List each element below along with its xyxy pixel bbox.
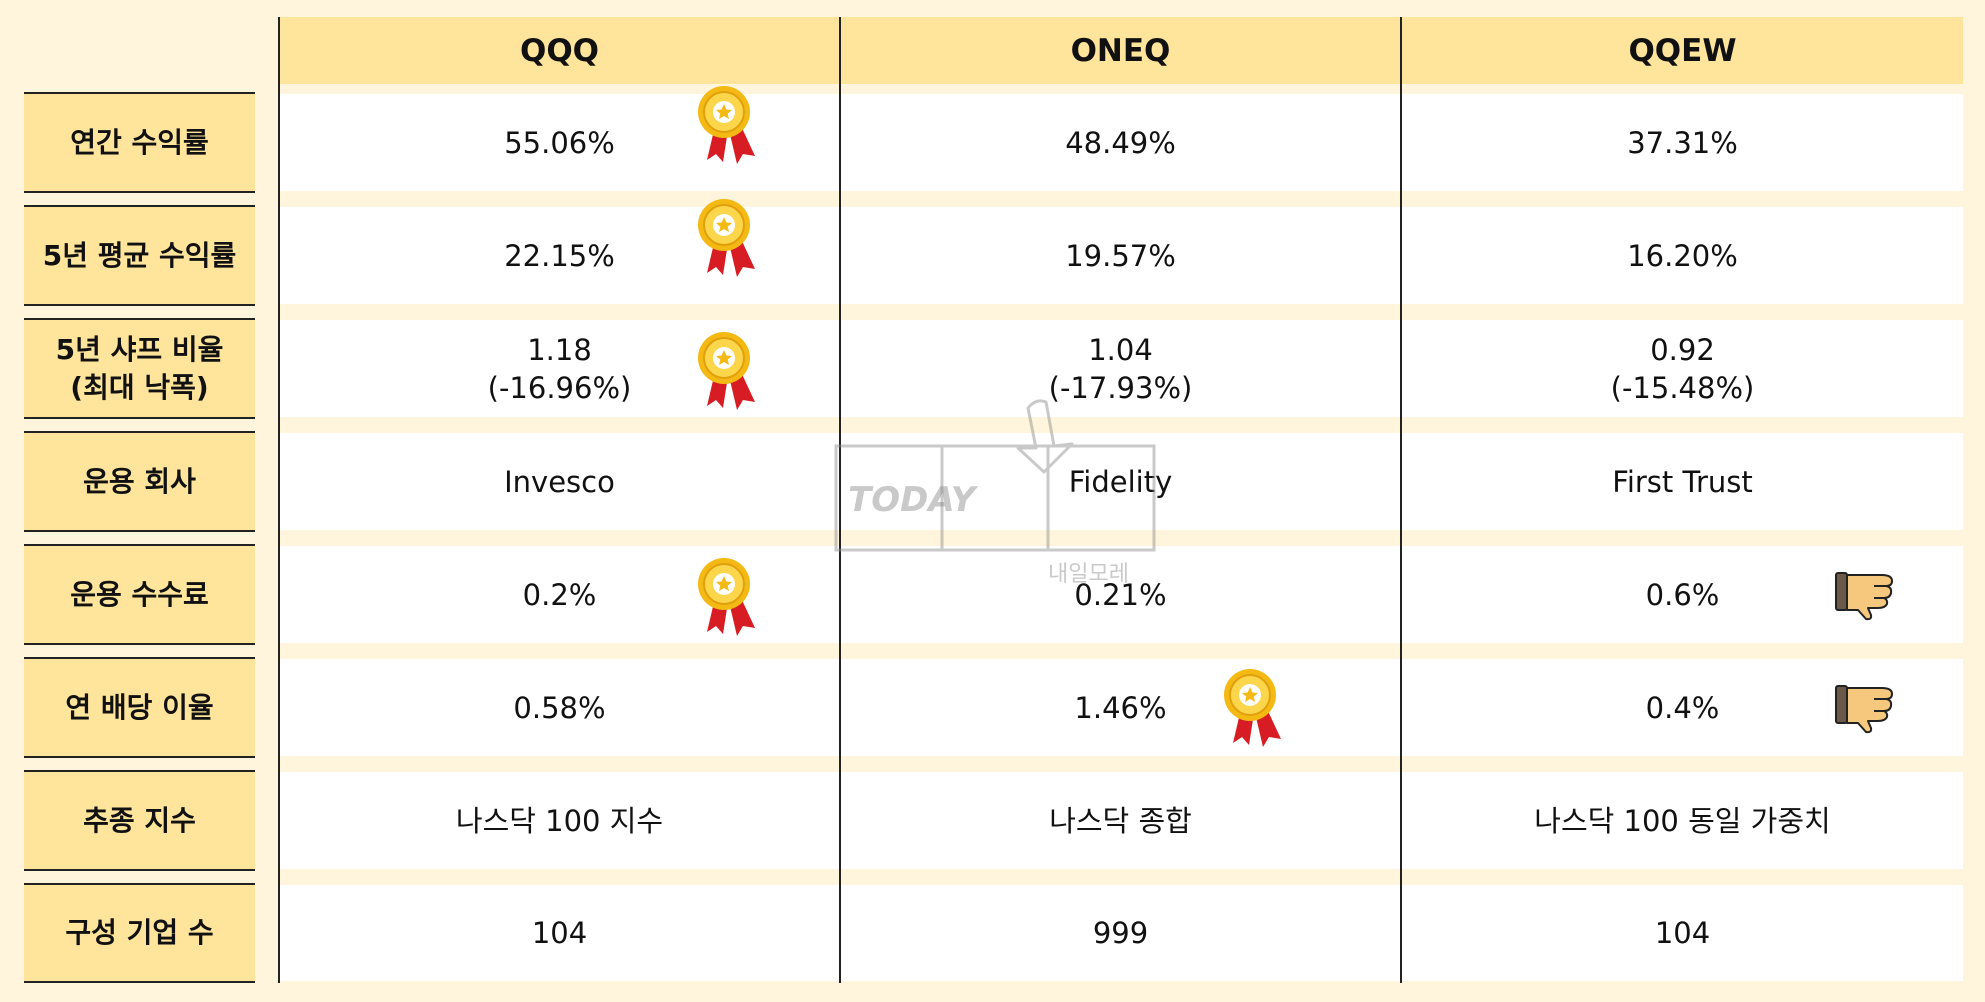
row-label-annual-return: 연간 수익률 <box>24 92 255 193</box>
cell-dividend-yield-oneq: 1.46% <box>841 659 1400 756</box>
award-medal-icon <box>698 199 755 277</box>
row-label-5yr-avg-return: 5년 평균 수익률 <box>24 205 255 306</box>
cell-expense-ratio-oneq: 0.21% <box>841 546 1400 643</box>
award-medal-icon <box>698 86 755 164</box>
thumbs-down-icon <box>1835 572 1893 621</box>
column-divider <box>839 17 841 983</box>
award-medal-icon <box>1224 669 1281 747</box>
column-header-qqq: QQQ <box>280 17 839 84</box>
thumbs-down-icon <box>1835 685 1893 734</box>
cell-holdings-count-qqew: 104 <box>1402 885 1963 981</box>
row-label-tracking-index: 추종 지수 <box>24 770 255 871</box>
cell-sharpe-ratio-qqew: 0.92 (-15.48%) <box>1402 320 1963 417</box>
cell-fund-manager-qqq: Invesco <box>280 433 839 530</box>
cell-tracking-index-oneq: 나스닥 종합 <box>841 772 1400 869</box>
award-medal-icon <box>698 558 755 636</box>
column-divider <box>1400 17 1402 983</box>
cell-holdings-count-oneq: 999 <box>841 885 1400 981</box>
cell-tracking-index-qqq: 나스닥 100 지수 <box>280 772 839 869</box>
cell-annual-return-oneq: 48.49% <box>841 94 1400 191</box>
cell-dividend-yield-qqq: 0.58% <box>280 659 839 756</box>
column-header-qqew: QQEW <box>1402 17 1963 84</box>
cell-5yr-avg-return-oneq: 19.57% <box>841 207 1400 304</box>
cell-fund-manager-qqew: First Trust <box>1402 433 1963 530</box>
cell-fund-manager-oneq: Fidelity <box>841 433 1400 530</box>
cell-sharpe-ratio-oneq: 1.04 (-17.93%) <box>841 320 1400 417</box>
cell-annual-return-qqew: 37.31% <box>1402 94 1963 191</box>
cell-5yr-avg-return-qqew: 16.20% <box>1402 207 1963 304</box>
column-header-oneq: ONEQ <box>841 17 1400 84</box>
cell-holdings-count-qqq: 104 <box>280 885 839 981</box>
cell-tracking-index-qqew: 나스닥 100 동일 가중치 <box>1402 772 1963 869</box>
award-medal-icon <box>698 332 755 410</box>
row-label-sharpe-ratio: 5년 샤프 비율 (최대 낙폭) <box>24 318 255 419</box>
row-label-holdings-count: 구성 기업 수 <box>24 883 255 983</box>
row-label-fund-manager: 운용 회사 <box>24 431 255 532</box>
column-divider <box>278 17 280 983</box>
row-label-dividend-yield: 연 배당 이율 <box>24 657 255 758</box>
row-label-expense-ratio: 운용 수수료 <box>24 544 255 645</box>
